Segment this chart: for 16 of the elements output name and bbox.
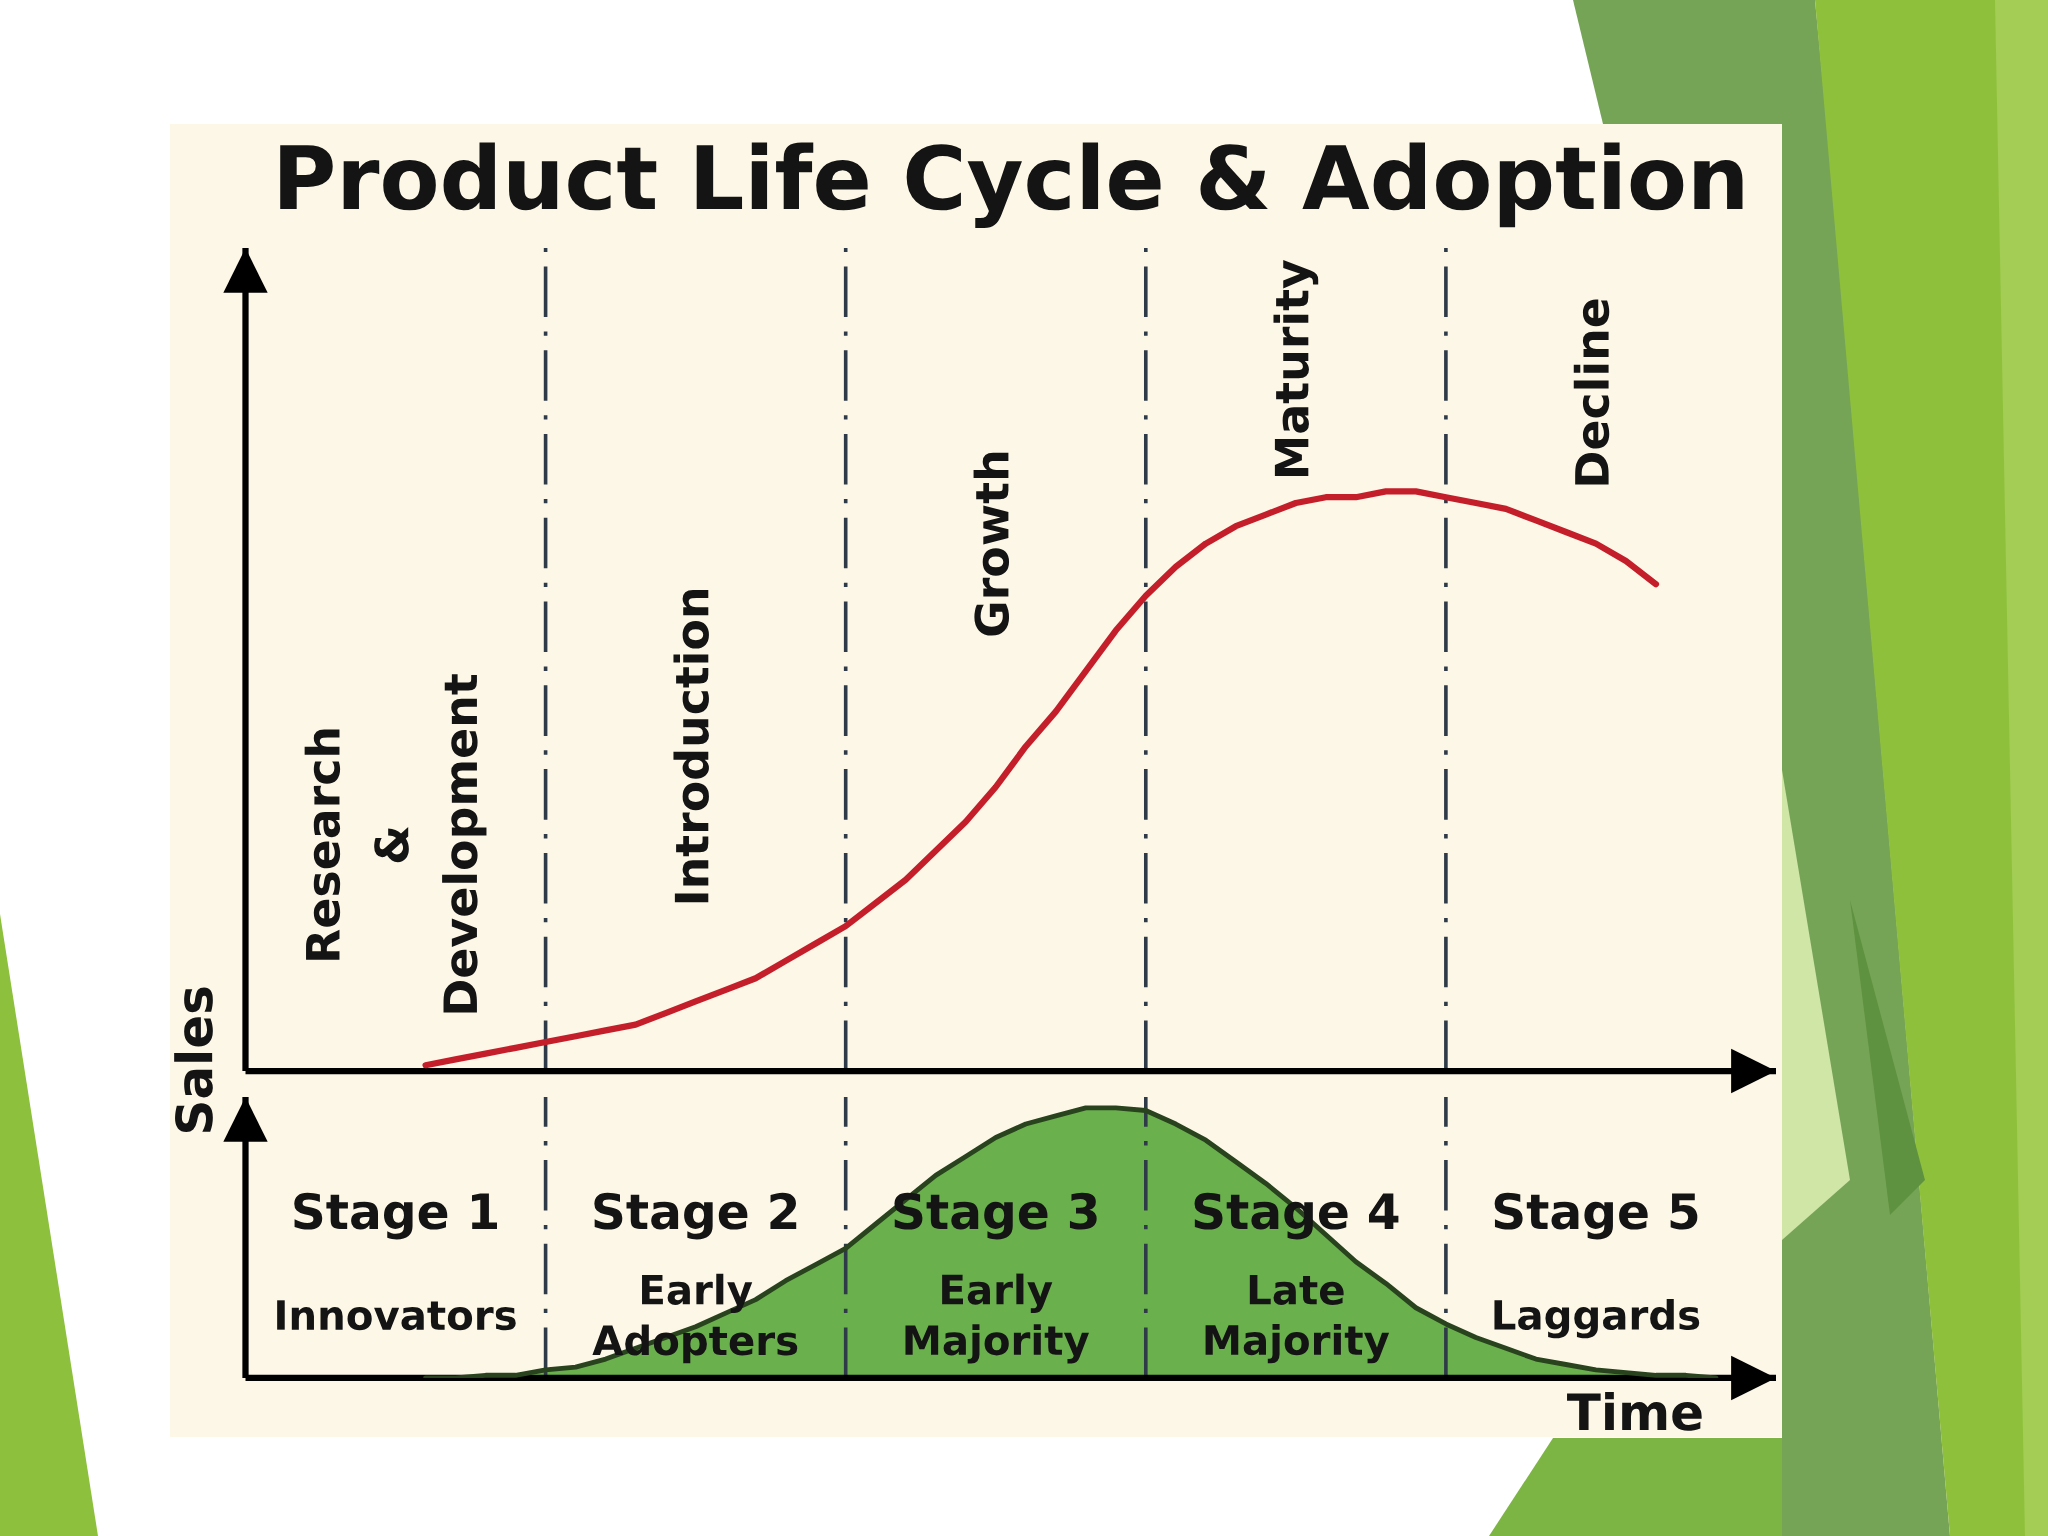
text: Decline [1573, 299, 1610, 485]
annotation: Research & Development [304, 674, 487, 1013]
annotation: Growth [973, 452, 1010, 636]
annotation: Introduction [673, 590, 709, 903]
chart-title: Product Life Cycle & Adoption [280, 142, 1743, 228]
annotation: Early Majority [905, 1273, 1089, 1364]
y-axis-title: Sales [174, 987, 213, 1132]
annotation: Laggards [1494, 1298, 1700, 1339]
annotation: Stage 3 [894, 1192, 1097, 1240]
annotation: Stage 2 [594, 1192, 797, 1240]
annotation: Late Majority [1205, 1275, 1390, 1364]
annotation: Innovators [277, 1300, 516, 1331]
annotation: Stage 1 [294, 1192, 497, 1240]
x-axis-title: Time [1567, 1392, 1702, 1431]
annotation: Stage 5 [1494, 1192, 1698, 1240]
text: Maturity [1273, 259, 1319, 477]
